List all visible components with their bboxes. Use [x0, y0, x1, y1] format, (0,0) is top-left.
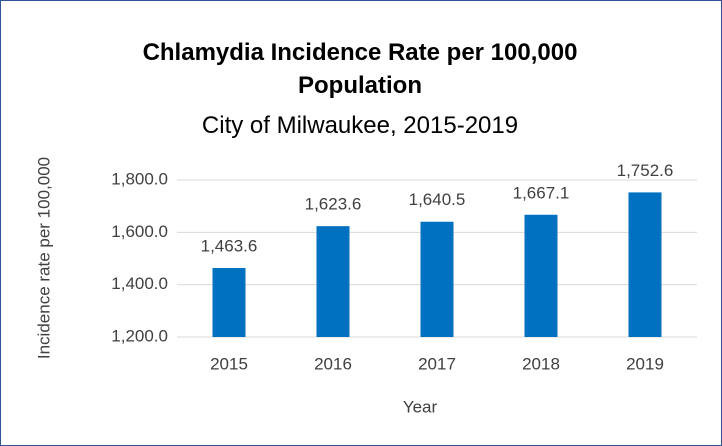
y-tick-label: 1,600.0 — [111, 222, 168, 241]
x-tick-label: 2016 — [314, 354, 352, 373]
x-tick-label: 2018 — [522, 354, 560, 373]
bar — [628, 192, 662, 337]
y-tick-label: 1,800.0 — [111, 169, 168, 188]
data-label: 1,623.6 — [305, 195, 362, 214]
bar — [524, 214, 558, 337]
data-label: 1,667.1 — [513, 183, 570, 202]
bar — [420, 221, 454, 337]
data-label: 1,752.6 — [617, 161, 674, 180]
x-axis-label: Year — [403, 397, 438, 416]
y-tick-label: 1,200.0 — [111, 326, 168, 345]
data-label: 1,640.5 — [409, 190, 466, 209]
x-tick-label: 2017 — [418, 354, 456, 373]
bar — [316, 226, 350, 337]
x-tick-label: 2019 — [626, 354, 664, 373]
chart-subtitle: City of Milwaukee, 2015-2019 — [201, 112, 519, 139]
x-tick-label: 2015 — [210, 354, 248, 373]
bar — [212, 268, 246, 337]
data-label: 1,463.6 — [201, 237, 258, 256]
chart-title: Chlamydia Incidence Rate per 100,000 Pop… — [142, 39, 578, 99]
y-tick-label: 1,400.0 — [111, 274, 168, 293]
y-axis-label: Incidence rate per 100,000 — [34, 157, 53, 359]
